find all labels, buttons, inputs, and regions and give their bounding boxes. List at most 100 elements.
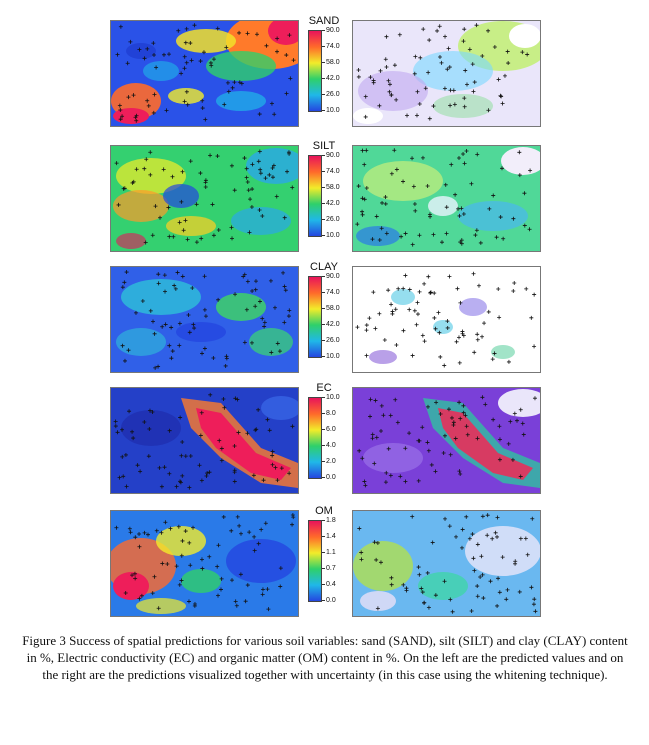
sample-point-marker xyxy=(355,222,360,227)
sample-point-marker xyxy=(497,457,502,462)
sample-point-marker xyxy=(260,214,265,219)
sample-point-marker xyxy=(442,86,447,91)
sample-point-marker xyxy=(157,465,162,470)
sample-point-marker xyxy=(151,110,156,115)
sample-point-marker xyxy=(184,89,189,94)
sample-point-marker xyxy=(260,587,265,592)
sample-point-marker xyxy=(156,606,161,611)
sample-point-marker xyxy=(211,356,216,361)
sample-point-marker xyxy=(156,281,161,286)
sample-point-marker xyxy=(487,206,492,211)
sample-point-marker xyxy=(148,172,153,177)
sample-point-marker xyxy=(422,600,427,605)
color-scale-ticks: 90.0 74.0 58.0 42.0 26.0 10.0 xyxy=(322,273,352,360)
sample-point-marker xyxy=(529,315,534,320)
scale-tick-label: 26.0 xyxy=(322,91,340,98)
sample-point-marker xyxy=(270,175,275,180)
sample-point-marker xyxy=(291,58,296,63)
silt-prediction-map xyxy=(110,145,299,252)
sample-point-marker xyxy=(180,439,185,444)
sample-point-marker xyxy=(142,419,147,424)
sample-point-marker xyxy=(529,585,534,590)
sample-point-marker xyxy=(115,430,120,435)
sample-point-marker xyxy=(253,287,258,292)
sample-point-marker xyxy=(242,156,247,161)
sampling-points xyxy=(114,149,295,245)
scale-tick-label: 42.0 xyxy=(322,75,340,82)
sample-point-marker xyxy=(407,431,412,436)
sample-point-marker xyxy=(389,582,394,587)
sample-point-marker xyxy=(499,166,504,171)
sample-point-marker xyxy=(532,396,537,401)
sample-point-marker xyxy=(170,349,175,354)
sample-point-marker xyxy=(147,408,152,413)
sample-point-marker xyxy=(512,281,517,286)
sample-point-marker xyxy=(191,322,196,327)
sample-point-marker xyxy=(415,300,420,305)
sample-point-marker xyxy=(425,404,430,409)
sample-point-marker xyxy=(445,319,450,324)
sample-point-marker xyxy=(497,424,502,429)
scale-tick-label: 10.0 xyxy=(322,353,340,360)
sample-point-marker xyxy=(176,28,181,33)
sample-point-marker xyxy=(404,588,409,593)
sample-point-marker xyxy=(205,471,210,476)
sample-point-marker xyxy=(174,484,179,489)
sample-point-marker xyxy=(216,228,221,233)
sample-point-marker xyxy=(202,307,207,312)
sample-point-marker xyxy=(130,429,135,434)
sample-point-marker xyxy=(275,478,280,483)
sample-point-marker xyxy=(397,32,402,37)
sample-point-marker xyxy=(256,541,261,546)
sample-point-marker xyxy=(224,354,229,359)
scale-tick-label: 2.0 xyxy=(322,458,336,465)
sample-point-marker xyxy=(530,516,535,521)
sample-point-marker xyxy=(528,168,533,173)
sample-point-marker xyxy=(525,52,530,57)
sample-point-marker xyxy=(150,233,155,238)
sample-point-marker xyxy=(459,241,464,246)
sample-point-marker xyxy=(290,424,295,429)
sample-point-marker xyxy=(207,470,212,475)
sample-point-marker xyxy=(201,50,206,55)
sample-point-marker xyxy=(250,289,255,294)
sample-point-marker xyxy=(167,234,172,239)
sample-point-marker xyxy=(244,175,249,180)
sample-point-marker xyxy=(209,63,214,68)
sample-point-marker xyxy=(282,320,287,325)
sample-point-marker xyxy=(128,39,133,44)
sample-point-marker xyxy=(444,205,449,210)
sample-point-marker xyxy=(147,426,152,431)
sample-point-marker xyxy=(114,525,119,530)
sample-point-marker xyxy=(469,609,474,614)
sample-point-marker xyxy=(282,284,287,289)
om-prediction-map-image xyxy=(111,511,298,616)
sample-point-marker xyxy=(199,410,204,415)
sample-point-marker xyxy=(275,341,280,346)
sample-point-marker xyxy=(485,533,490,538)
sample-point-marker xyxy=(179,199,184,204)
sample-point-marker xyxy=(480,395,485,400)
clay-prediction-map xyxy=(110,266,299,373)
sample-point-marker xyxy=(405,113,410,118)
color-scale-ticks: 10.0 8.0 6.0 4.0 2.0 0.0 xyxy=(322,394,352,481)
sample-point-marker xyxy=(433,469,438,474)
sample-point-marker xyxy=(446,407,451,412)
sample-point-marker xyxy=(173,286,178,291)
sample-point-marker xyxy=(421,27,426,32)
sample-point-marker xyxy=(127,409,132,414)
sample-point-marker xyxy=(222,102,227,107)
sample-point-marker xyxy=(274,194,279,199)
sample-point-marker xyxy=(133,310,138,315)
sample-point-marker xyxy=(275,36,280,41)
sample-point-marker xyxy=(135,463,140,468)
sample-point-marker xyxy=(360,196,365,201)
sample-point-marker xyxy=(229,163,234,168)
sample-point-marker xyxy=(437,55,442,60)
sample-point-marker xyxy=(118,107,123,112)
sample-point-marker xyxy=(383,480,388,485)
sampling-points xyxy=(357,395,537,488)
sample-point-marker xyxy=(117,475,122,480)
scale-tick-label: 0.7 xyxy=(322,565,336,572)
sample-point-marker xyxy=(475,332,480,337)
